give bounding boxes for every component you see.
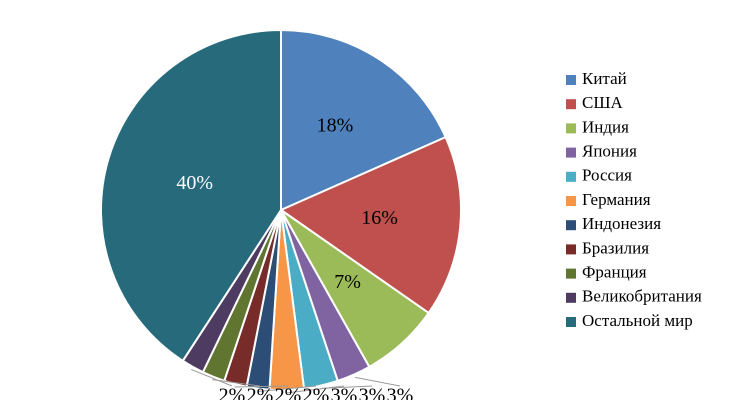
leader-line <box>257 385 317 392</box>
data-label: 2% <box>247 385 274 400</box>
leader-line <box>212 379 261 387</box>
legend-swatch <box>566 171 576 182</box>
data-label: 16% <box>361 207 398 229</box>
legend-label: Бразилия <box>582 238 649 257</box>
legend-swatch <box>566 75 576 85</box>
legend-label: США <box>582 93 623 112</box>
legend-swatch <box>566 317 576 327</box>
data-label: 3% <box>359 385 386 400</box>
legend-swatch <box>566 196 576 206</box>
leader-line <box>234 385 289 388</box>
legend-label: Япония <box>582 142 637 161</box>
legend-swatch <box>566 99 576 110</box>
legend-label: Великобритания <box>582 287 702 306</box>
data-label: 3% <box>387 385 414 400</box>
legend-swatch <box>566 123 576 134</box>
data-label: 7% <box>334 271 361 293</box>
leader-line <box>354 376 401 387</box>
legend-label: Франция <box>582 263 647 282</box>
pie-slice <box>100 28 282 363</box>
legend-swatch <box>566 268 576 279</box>
legend-label: Китай <box>582 69 627 88</box>
legend-label: Индия <box>582 117 629 136</box>
legend-swatch <box>566 244 576 255</box>
legend-label: Россия <box>582 166 632 185</box>
pie-slice <box>280 28 447 212</box>
pie-slice <box>278 135 462 315</box>
data-label: 3% <box>331 385 358 400</box>
data-label: 40% <box>176 172 213 194</box>
legend-label: Остальной мир <box>582 311 693 330</box>
leader-line <box>191 368 233 387</box>
data-label: 2% <box>275 385 302 400</box>
data-label: 2% <box>219 385 246 400</box>
legend-swatch <box>566 292 576 303</box>
legend-label: Германия <box>582 190 651 209</box>
data-label: 18% <box>317 115 354 137</box>
legend-label: Индонезия <box>582 214 661 233</box>
legend-swatch <box>566 147 576 158</box>
leader-line <box>286 385 345 394</box>
data-label: 2% <box>303 385 330 400</box>
legend-swatch <box>566 220 576 231</box>
